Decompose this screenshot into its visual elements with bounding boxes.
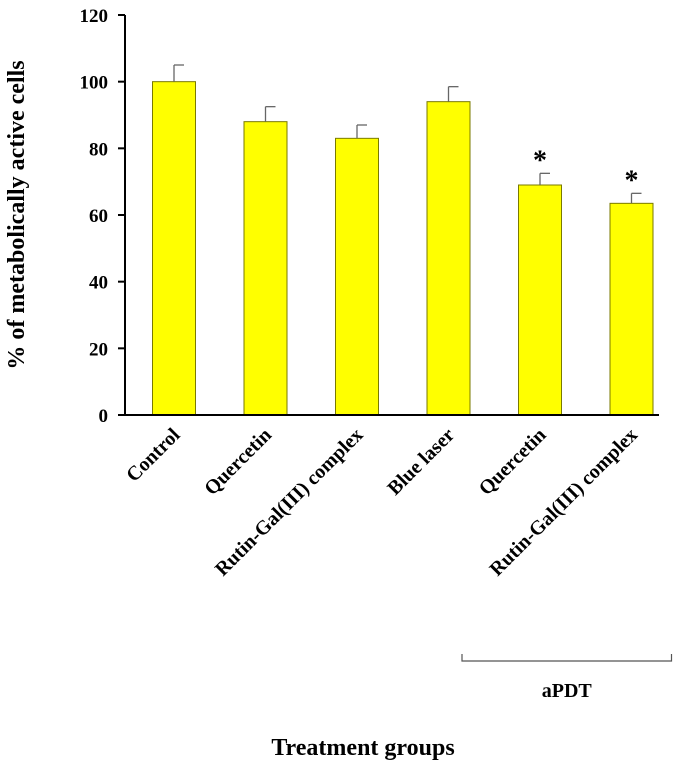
bar <box>426 101 471 416</box>
bar <box>609 202 654 416</box>
y-tick-label: 20 <box>89 339 108 360</box>
x-axis-title: Treatment groups <box>271 735 454 761</box>
error-bars-layer <box>173 64 642 204</box>
y-tick-label: 120 <box>80 6 109 27</box>
x-tick-label: Quercetin <box>200 424 276 500</box>
y-axis-title: % of metabolically active cells <box>4 60 30 369</box>
x-tick-label: Control <box>122 424 185 487</box>
bars-layer <box>152 81 654 416</box>
y-tick-label: 80 <box>89 139 108 160</box>
y-tick-label: 40 <box>89 273 108 294</box>
x-tick-label: Rutin-Gal(III) complex <box>211 424 368 581</box>
bar <box>243 121 288 416</box>
group-bracket-line <box>461 654 673 662</box>
group-bracket: aPDT <box>461 654 673 702</box>
group-bracket-label: aPDT <box>542 680 593 702</box>
x-tick-label: Blue laser <box>383 424 459 500</box>
significance-star: * <box>533 145 547 176</box>
significance-star: * <box>625 165 639 196</box>
bar <box>152 81 196 416</box>
bar <box>335 137 379 416</box>
x-tick-label: Rutin-Gal(III) complex <box>485 424 642 581</box>
y-tick-label: 0 <box>99 406 109 427</box>
y-tick-label: 60 <box>89 206 108 227</box>
bar <box>518 184 562 416</box>
significance-markers: ** <box>533 145 639 196</box>
x-tick-label: Quercetin <box>475 424 551 500</box>
y-ticks: 0 20 40 60 80 100 120 <box>80 6 125 427</box>
y-tick-label: 100 <box>80 73 109 94</box>
